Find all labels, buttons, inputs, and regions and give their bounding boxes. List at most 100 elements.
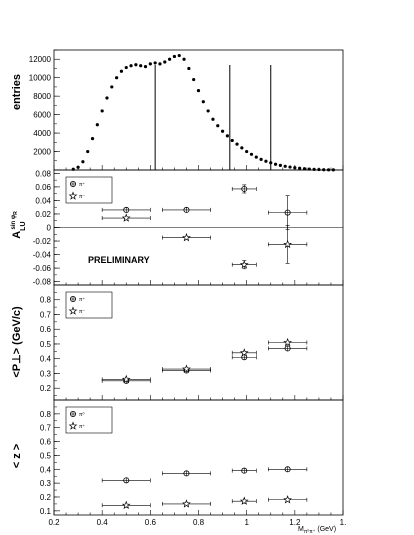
data-point: [293, 166, 297, 170]
preliminary-label: PRELIMINARY: [88, 255, 150, 265]
y-tick-label: 12000: [29, 55, 52, 64]
y-tick-label: 0.5: [40, 340, 52, 349]
data-point: [172, 54, 177, 59]
data-point: [288, 165, 292, 169]
y-tick-label: 0.06: [35, 183, 51, 192]
y-tick-label: 0.2: [40, 493, 52, 502]
marker-star: [182, 233, 191, 242]
data-point: [76, 165, 80, 169]
marker-star: [68, 421, 78, 430]
data-point: [317, 167, 321, 172]
y-tick-label: 0.7: [40, 310, 52, 319]
y-tick-label: 0.5: [40, 451, 52, 460]
data-point: [245, 149, 249, 154]
legend-box: [65, 176, 113, 204]
panel-entries: 2000 4000 6000 8000 10000 12000 entries: [11, 49, 344, 172]
marker-star: [283, 495, 292, 504]
y-tick-label: 8000: [33, 92, 51, 101]
plot-frame: [53, 49, 344, 171]
y-tick-label: 0.1: [40, 507, 52, 516]
data-point: [110, 85, 114, 89]
legend-label: π⁰: [79, 412, 84, 418]
data-point: [216, 124, 220, 128]
x-label-unit: (GeV): [317, 526, 336, 533]
data-point: [182, 57, 186, 61]
data-point: [187, 66, 191, 71]
data-point: [196, 89, 201, 93]
y-tick-label: -0.08: [33, 278, 52, 287]
y-tick-label: 0.04: [35, 196, 51, 205]
legend-label: π⁺: [79, 182, 85, 188]
data-point: [148, 62, 152, 66]
data-point: [312, 167, 316, 171]
y-axis-label: <P⊥> (GeV/c): [11, 306, 23, 378]
marker-star: [283, 239, 292, 249]
data-point: [119, 69, 124, 73]
legend-box: [65, 406, 113, 434]
data-point: [81, 160, 85, 164]
y-tick-label: 0.8: [40, 410, 52, 419]
y-tick-label: 0.2: [40, 384, 52, 393]
marker-star: [68, 191, 78, 200]
data-point: [100, 109, 104, 113]
data-point: [283, 164, 287, 168]
data-point: [129, 64, 133, 68]
data-point: [225, 134, 229, 138]
x-tick-label: 1: [244, 518, 249, 527]
panel-pt: 0.2 0.3 0.4 0.5 0.6 0.7 0.8 π⁺ π⁻ <P⊥> (GeV/c): [11, 284, 344, 401]
y-tick-label: 0: [47, 224, 52, 233]
marker-star: [121, 213, 131, 222]
x-label-sub: π⁰π⁺: [304, 529, 316, 535]
data-point: [90, 137, 95, 141]
data-point: [105, 96, 109, 100]
y-tick-label: 0.3: [40, 479, 52, 488]
data-point: [201, 100, 205, 104]
data-point: [86, 149, 90, 154]
y-tick-label: 10000: [29, 74, 52, 83]
panel-alu: -0.08 -0.06 -0.04 -0.02 0 0.02 0.04 0.06 0.08 π⁺ π…: [11, 169, 344, 287]
y-tick-label: 0.08: [35, 169, 51, 178]
x-axis-label: Mπ⁰π⁺ (GeV): [298, 526, 336, 535]
legend-label: π⁺: [79, 297, 85, 303]
data-point: [302, 167, 307, 171]
data-point: [124, 65, 128, 70]
x-tick-label: 0.4: [97, 518, 109, 527]
legend-label: π⁻: [79, 309, 85, 315]
legend-box: [65, 291, 113, 319]
marker-star: [239, 496, 249, 505]
y-tick-label: 0.7: [40, 424, 52, 433]
data-point: [153, 61, 157, 65]
data-point: [254, 155, 258, 159]
data-point: [115, 76, 119, 80]
y-tick-label: -0.04: [33, 251, 52, 260]
data-point: [177, 53, 181, 58]
data-point: [235, 142, 239, 146]
y-tick-label: 6000: [33, 111, 51, 120]
y-tick-label: 4000: [33, 129, 51, 138]
data-point: [211, 117, 215, 121]
x-label-main: M: [298, 526, 304, 533]
y-tick-label: 0.6: [40, 325, 52, 334]
marker-star: [239, 260, 249, 269]
x-tick-label: 0.8: [193, 518, 205, 527]
data-point: [259, 157, 263, 161]
data-point: [192, 77, 196, 82]
y-label-main: A: [11, 231, 23, 239]
y-label-sup-sub: R: [13, 211, 19, 215]
y-label-sub: LU: [20, 221, 27, 230]
x-tick-label: 0.6: [145, 518, 157, 527]
x-tick-label: 1.2: [289, 518, 301, 527]
data-point: [230, 138, 234, 143]
x-tick-label: 0.2: [48, 518, 60, 527]
marker-star: [68, 306, 78, 315]
data-point: [240, 146, 244, 150]
data-point: [206, 109, 210, 113]
legend-label: π⁻: [79, 194, 85, 200]
data-point: [168, 57, 172, 61]
marker-star: [182, 364, 191, 373]
data-point: [264, 159, 268, 163]
y-tick-label: 0.02: [35, 210, 51, 219]
data-point: [139, 64, 143, 68]
data-point: [95, 123, 99, 127]
